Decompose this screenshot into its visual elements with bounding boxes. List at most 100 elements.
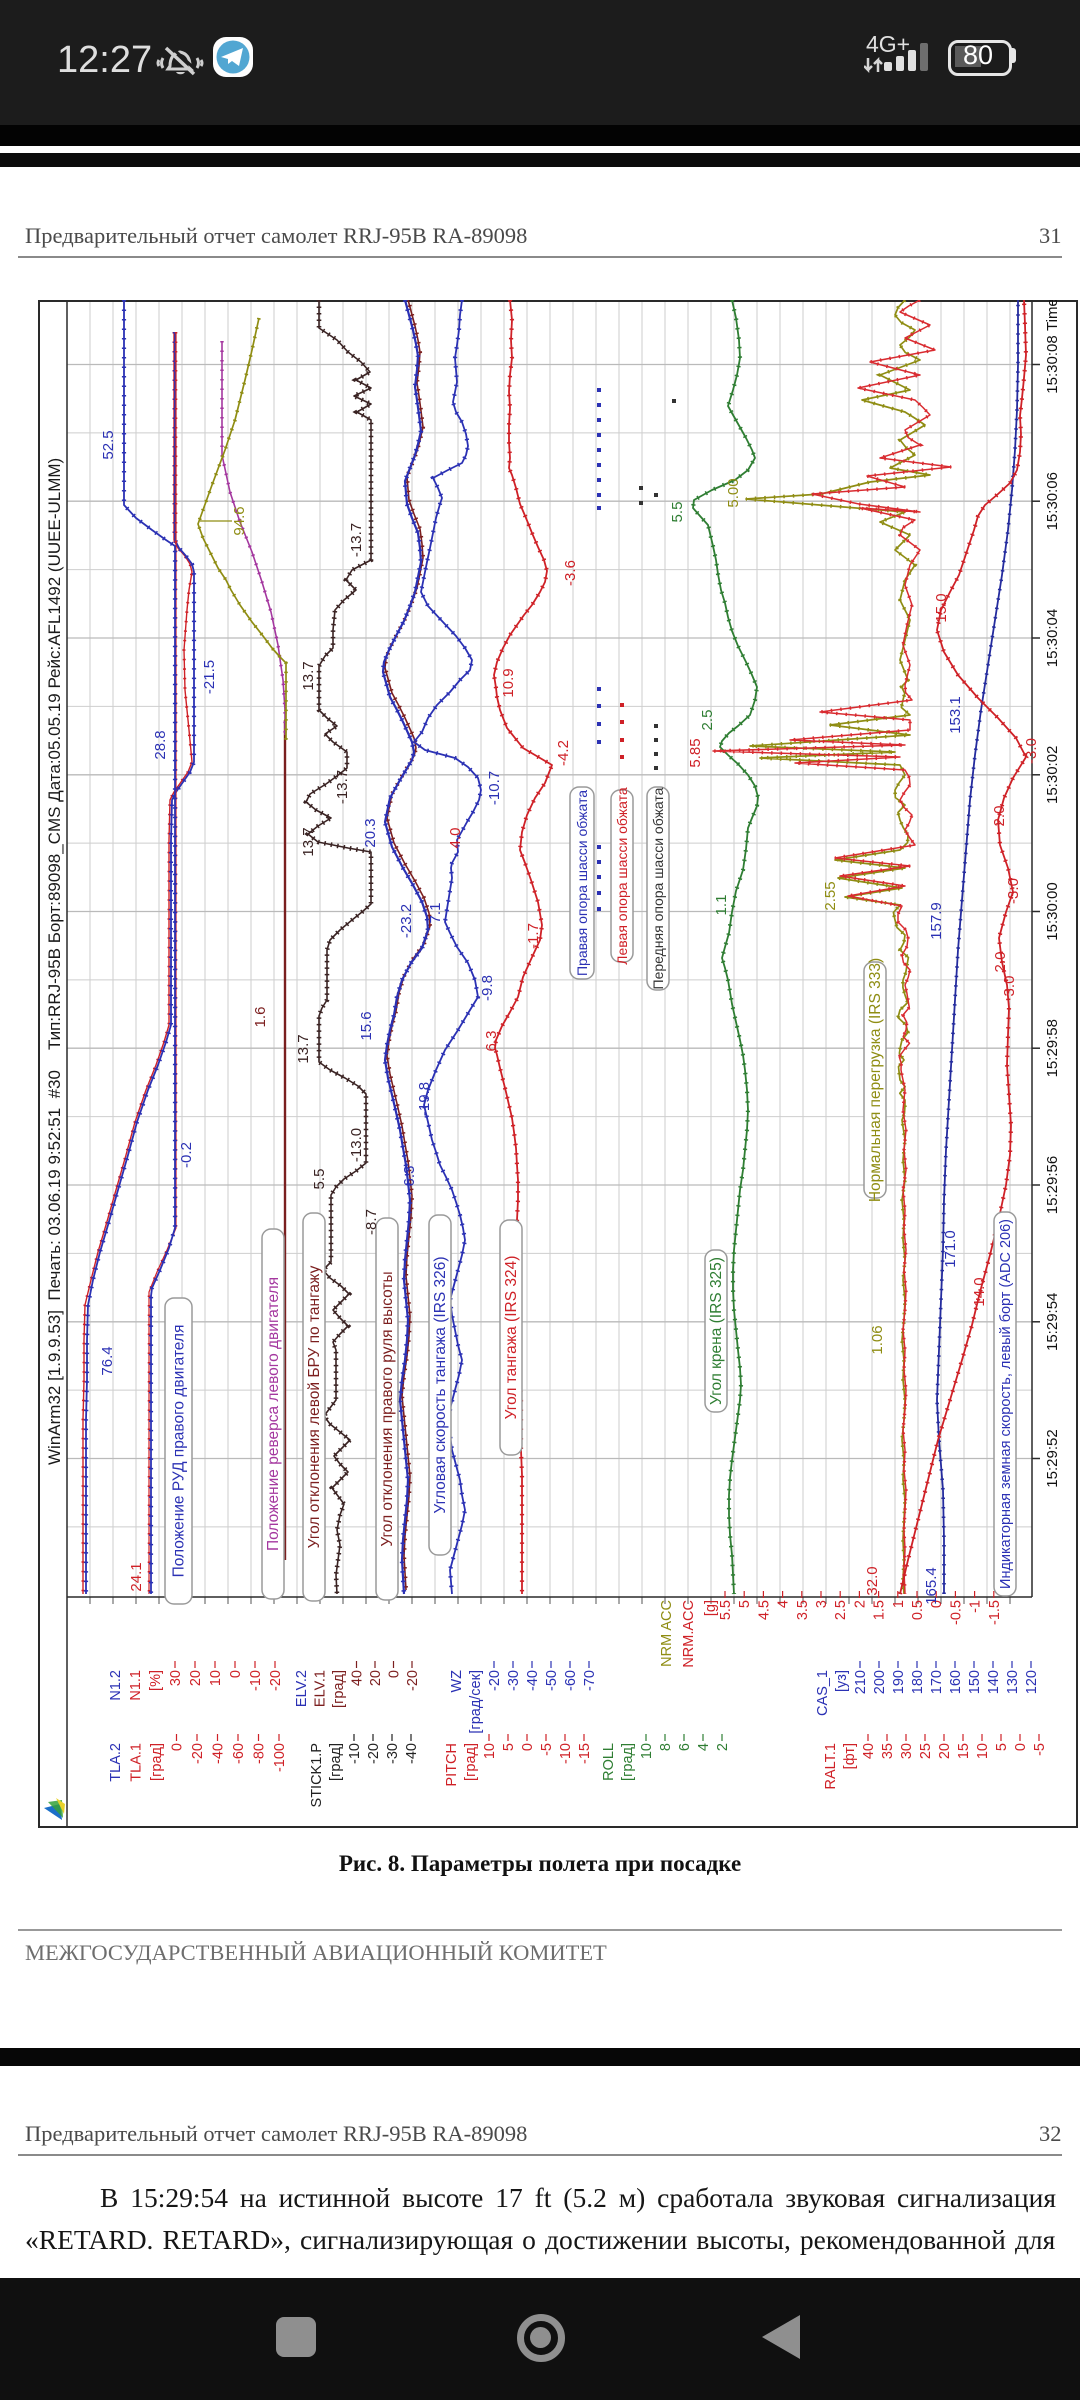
svg-text:PITCH: PITCH bbox=[444, 1743, 460, 1787]
svg-text:-10: -10 bbox=[558, 1743, 574, 1764]
svg-text:1.5: 1.5 bbox=[872, 1600, 888, 1620]
svg-text:-3.6: -3.6 bbox=[562, 560, 579, 586]
svg-text:[уз]: [уз] bbox=[834, 1670, 850, 1692]
svg-text:-3.0: -3.0 bbox=[1023, 738, 1040, 764]
svg-text:TLA.2: TLA.2 bbox=[108, 1743, 124, 1782]
svg-text:180: 180 bbox=[910, 1670, 926, 1694]
svg-text:200: 200 bbox=[872, 1670, 888, 1694]
svg-text:N1.1: N1.1 bbox=[128, 1670, 144, 1701]
svg-text:2.0: 2.0 bbox=[992, 952, 1009, 973]
svg-text:20: 20 bbox=[188, 1670, 204, 1686]
svg-text:N1.2: N1.2 bbox=[108, 1670, 124, 1701]
svg-text:170: 170 bbox=[929, 1670, 945, 1694]
svg-text:5.85: 5.85 bbox=[687, 738, 704, 767]
svg-text:0.5: 0.5 bbox=[910, 1600, 926, 1620]
svg-text:-70: -70 bbox=[582, 1670, 598, 1691]
svg-text:-8.7: -8.7 bbox=[363, 1209, 380, 1235]
svg-text:1: 1 bbox=[891, 1600, 907, 1608]
svg-text:-0.5: -0.5 bbox=[948, 1600, 964, 1625]
svg-text:CAS_1: CAS_1 bbox=[815, 1670, 831, 1716]
svg-text:[град]: [град] bbox=[463, 1743, 479, 1781]
svg-text:171.0: 171.0 bbox=[942, 1230, 959, 1268]
svg-text:5: 5 bbox=[737, 1600, 753, 1608]
svg-text:-1: -1 bbox=[968, 1600, 984, 1613]
svg-text:-20: -20 bbox=[487, 1670, 503, 1691]
svg-text:15.6: 15.6 bbox=[358, 1011, 375, 1040]
svg-text:15:30:02: 15:30:02 bbox=[1044, 746, 1061, 804]
svg-text:Угловая скорость тангажа (IRS: Угловая скорость тангажа (IRS 326) bbox=[432, 1256, 449, 1513]
svg-text:24.1: 24.1 bbox=[128, 1562, 145, 1591]
svg-text:-20: -20 bbox=[405, 1670, 421, 1691]
svg-text:Time: Time bbox=[1044, 300, 1061, 331]
svg-text:Тип:RRJ-95B Борт:89098_CMS Дат: Тип:RRJ-95B Борт:89098_CMS Дата:05.05.19… bbox=[45, 458, 64, 1050]
svg-text:-13.7: -13.7 bbox=[348, 523, 365, 557]
svg-text:-30: -30 bbox=[385, 1743, 401, 1764]
svg-text:-10: -10 bbox=[347, 1743, 363, 1764]
svg-text:[град]: [град] bbox=[149, 1743, 165, 1781]
svg-text:RALT.1: RALT.1 bbox=[823, 1743, 839, 1789]
svg-text:165.4: 165.4 bbox=[923, 1567, 940, 1605]
svg-text:15: 15 bbox=[956, 1743, 972, 1759]
svg-text:[град]: [град] bbox=[620, 1743, 636, 1781]
svg-text:15:29:56: 15:29:56 bbox=[1044, 1156, 1061, 1214]
svg-text:2.55: 2.55 bbox=[822, 881, 839, 910]
svg-text:-1.5: -1.5 bbox=[987, 1600, 1003, 1625]
svg-text:4: 4 bbox=[696, 1743, 712, 1751]
svg-text:15:30:04: 15:30:04 bbox=[1044, 609, 1061, 667]
svg-text:3.5: 3.5 bbox=[795, 1600, 811, 1620]
svg-text:-20: -20 bbox=[268, 1670, 284, 1691]
svg-text:-40: -40 bbox=[404, 1743, 420, 1764]
svg-text:-21.5: -21.5 bbox=[201, 660, 218, 694]
svg-text:-20: -20 bbox=[190, 1743, 206, 1764]
svg-text:[град/сек]: [град/сек] bbox=[468, 1670, 484, 1734]
svg-text:6: 6 bbox=[677, 1743, 693, 1751]
svg-text:5.5: 5.5 bbox=[718, 1600, 734, 1620]
svg-text:0: 0 bbox=[170, 1743, 186, 1751]
svg-text:Левая опора шасси обжата: Левая опора шасси обжата bbox=[614, 787, 630, 965]
svg-text:15:29:58: 15:29:58 bbox=[1044, 1019, 1061, 1077]
svg-text:-3.0: -3.0 bbox=[1005, 878, 1022, 904]
svg-text:76.4: 76.4 bbox=[99, 1346, 116, 1375]
svg-text:-5: -5 bbox=[1032, 1743, 1048, 1756]
svg-text:32.0: 32.0 bbox=[864, 1566, 881, 1595]
svg-text:2.5: 2.5 bbox=[699, 710, 716, 731]
svg-text:10: 10 bbox=[482, 1743, 498, 1759]
svg-text:Положение реверса левого двига: Положение реверса левого двигателя bbox=[265, 1277, 282, 1551]
svg-text:6.3: 6.3 bbox=[401, 1166, 418, 1187]
svg-text:15:30:00: 15:30:00 bbox=[1044, 882, 1061, 940]
svg-text:1.1: 1.1 bbox=[713, 895, 730, 916]
svg-text:-50: -50 bbox=[544, 1670, 560, 1691]
svg-text:0: 0 bbox=[228, 1670, 244, 1678]
svg-text:Угол отклонения левой БРУ по т: Угол отклонения левой БРУ по тангажу bbox=[306, 1265, 323, 1548]
svg-text:6.3: 6.3 bbox=[483, 1031, 500, 1052]
svg-text:-10.7: -10.7 bbox=[486, 771, 503, 805]
svg-text:28.8: 28.8 bbox=[152, 730, 169, 759]
svg-text:-60: -60 bbox=[563, 1670, 579, 1691]
svg-text:13.7: 13.7 bbox=[300, 827, 317, 856]
svg-text:0: 0 bbox=[1013, 1743, 1029, 1751]
svg-text:2: 2 bbox=[715, 1743, 731, 1751]
svg-text:Индикаторная земная скорость,: Индикаторная земная скорость, левый борт… bbox=[998, 1219, 1014, 1589]
svg-text:STICK1.P: STICK1.P bbox=[309, 1743, 325, 1807]
svg-text:5: 5 bbox=[994, 1743, 1010, 1751]
svg-text:-30: -30 bbox=[506, 1670, 522, 1691]
svg-text:2: 2 bbox=[852, 1600, 868, 1608]
svg-text:Угол отклонения правого руля в: Угол отклонения правого руля высоты bbox=[379, 1271, 396, 1546]
svg-text:0: 0 bbox=[929, 1600, 945, 1608]
svg-text:10: 10 bbox=[639, 1743, 655, 1759]
svg-text:130: 130 bbox=[1005, 1670, 1021, 1694]
svg-text:Нормальная перегрузка (IRS 333: Нормальная перегрузка (IRS 333) bbox=[867, 958, 884, 1202]
svg-text:Угол крена (IRS 325): Угол крена (IRS 325) bbox=[708, 1257, 725, 1405]
svg-text:-19.8: -19.8 bbox=[416, 1082, 433, 1116]
svg-text:15.0: 15.0 bbox=[933, 593, 950, 622]
svg-text:15:29:52: 15:29:52 bbox=[1044, 1429, 1061, 1487]
svg-text:120: 120 bbox=[1024, 1670, 1040, 1694]
svg-text:20.3: 20.3 bbox=[362, 818, 379, 847]
svg-text:20: 20 bbox=[937, 1743, 953, 1759]
svg-text:-20: -20 bbox=[366, 1743, 382, 1764]
svg-text:-0.2: -0.2 bbox=[178, 1142, 195, 1168]
svg-text:Передняя опора шасси обжата: Передняя опора шасси обжата bbox=[650, 787, 666, 989]
svg-text:NRM ACC: NRM ACC bbox=[659, 1600, 675, 1667]
svg-text:0: 0 bbox=[387, 1670, 403, 1678]
svg-text:[град]: [град] bbox=[331, 1670, 347, 1708]
